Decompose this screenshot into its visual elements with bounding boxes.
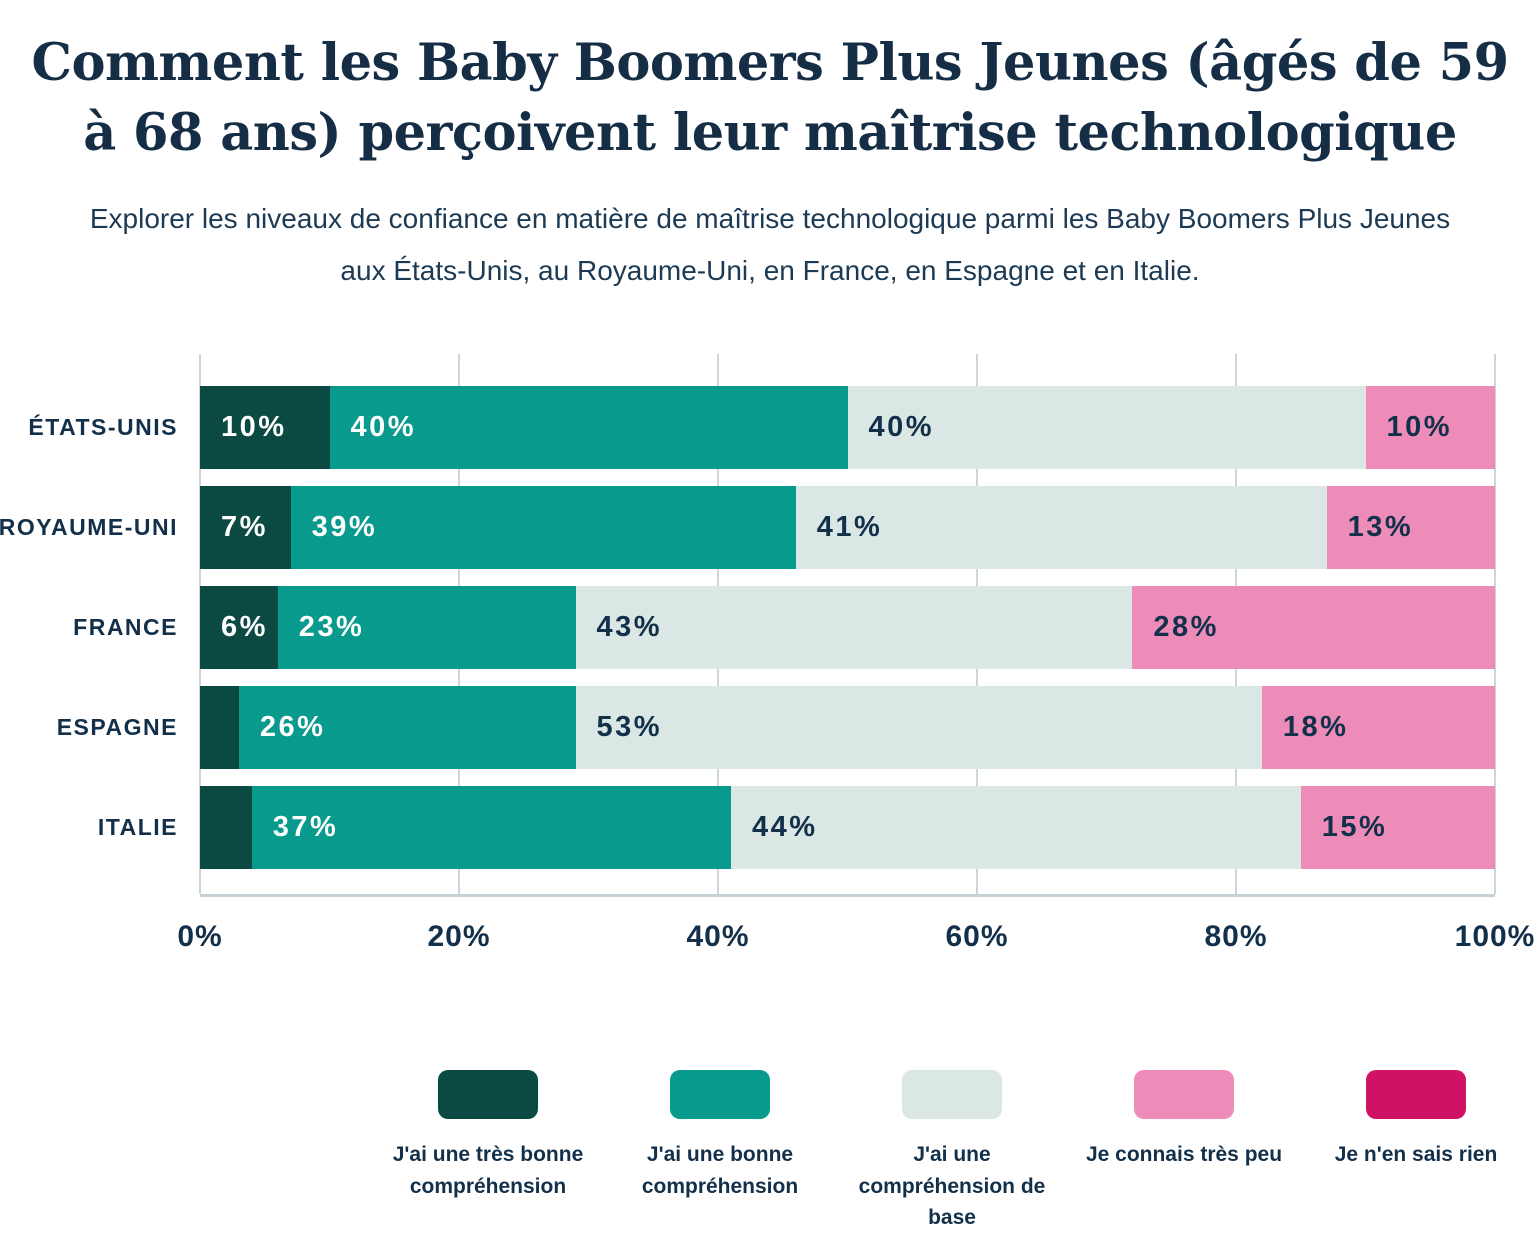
- bar-segment: 18%: [1261, 686, 1495, 770]
- bar-segment: 41%: [795, 486, 1327, 570]
- legend-label: J'ai une très bonne compréhension: [392, 1143, 584, 1198]
- bar-value-label: 10%: [221, 411, 287, 444]
- bar-segment: 7%: [200, 486, 291, 570]
- bar-row--tats-unis: ÉTATS-UNIS 10% 40% 40% 10%: [28, 386, 1495, 470]
- bar-value-label: 7%: [221, 511, 268, 544]
- bar-value-label: 44%: [751, 811, 818, 844]
- bar-value-label: 13%: [1347, 511, 1414, 544]
- category-label: FRANCE: [73, 614, 178, 641]
- bar-segment: 39%: [290, 486, 796, 570]
- bar-segment: 43%: [575, 586, 1133, 670]
- bar-segment: [200, 686, 239, 770]
- x-axis-tick: 80%: [1204, 920, 1268, 954]
- gridline: [1494, 354, 1496, 895]
- bar-segment: 6%: [200, 586, 278, 670]
- bar-segment: 15%: [1300, 786, 1495, 870]
- bar-value-label: 40%: [868, 411, 935, 444]
- bar-row-royaume-uni: ROYAUME-UNI 7% 39% 41% 13%: [0, 486, 1495, 570]
- bar-segment: 53%: [575, 686, 1262, 770]
- bar-value-label: 40%: [350, 411, 417, 444]
- bar-segment: 40%: [847, 386, 1366, 470]
- category-label: ITALIE: [97, 814, 178, 841]
- stacked-bar-chart: ÉTATS-UNIS 10% 40% 40% 10% ROYAUME-UNI 7% 39% 41…: [0, 354, 1534, 953]
- bar-segment: 13%: [1326, 486, 1495, 570]
- x-axis-tick: 20%: [427, 920, 491, 954]
- category-label: ÉTATS-UNIS: [28, 414, 178, 441]
- bar-segment: 26%: [238, 686, 576, 770]
- bar-value-label: 41%: [816, 511, 883, 544]
- legend-item: J'ai une bonne compréhension: [604, 1070, 836, 1234]
- category-label: ESPAGNE: [56, 714, 178, 741]
- bar-value-label: 18%: [1282, 711, 1349, 744]
- legend-item: J'ai une compréhension de base: [836, 1070, 1068, 1234]
- legend-swatch: [670, 1070, 770, 1119]
- bar-value-label: 23%: [298, 611, 365, 644]
- legend-item: J'ai une très bonne compréhension: [372, 1070, 604, 1234]
- bar-value-label: 39%: [311, 511, 378, 544]
- bar-value-label: 26%: [259, 711, 326, 744]
- legend-swatch: [902, 1070, 1002, 1119]
- bar-value-label: 6%: [221, 611, 268, 644]
- legend-label: Je n'en sais rien: [1334, 1143, 1498, 1166]
- bar-segment: 23%: [277, 586, 576, 670]
- x-axis-tick: 40%: [686, 920, 750, 954]
- bar-value-label: 53%: [596, 711, 663, 744]
- chart-legend: J'ai une très bonne compréhension J'ai un…: [372, 1070, 1532, 1234]
- legend-item: Je connais très peu: [1068, 1070, 1300, 1234]
- legend-label: J'ai une bonne compréhension: [641, 1143, 799, 1198]
- bar-segment: 10%: [200, 386, 330, 470]
- legend-label: J'ai une compréhension de base: [858, 1143, 1046, 1229]
- bar-row-france: FRANCE 6% 23% 43% 28%: [73, 586, 1495, 670]
- bar-value-label: 37%: [272, 811, 339, 844]
- bar-value-label: 28%: [1153, 611, 1219, 644]
- category-label: ROYAUME-UNI: [0, 514, 178, 541]
- legend-item: Je n'en sais rien: [1300, 1070, 1532, 1234]
- bar-segment: 44%: [730, 786, 1301, 870]
- bar-segment: 40%: [329, 386, 848, 470]
- bar-segment: 37%: [251, 786, 731, 870]
- legend-label: Je connais très peu: [1085, 1143, 1283, 1166]
- legend-swatch: [438, 1070, 538, 1119]
- bar-segment: [200, 786, 252, 870]
- x-axis-tick: 100%: [1454, 920, 1536, 954]
- bar-value-label: 15%: [1321, 811, 1388, 844]
- legend-swatch: [1134, 1070, 1234, 1119]
- x-axis-tick: 0%: [177, 920, 223, 954]
- bar-value-label: 10%: [1386, 411, 1453, 444]
- bar-row-espagne: ESPAGNE 26% 53% 18%: [57, 686, 1495, 770]
- bar-segment: 28%: [1132, 586, 1495, 670]
- chart-title: Comment les Baby Boomers Plus Jeunes (âg…: [31, 33, 1509, 164]
- chart-subtitle: Explorer les niveaux de confiance en mat…: [89, 202, 1451, 286]
- bar-value-label: 43%: [596, 611, 663, 644]
- bar-row-italie: ITALIE 37% 44% 15%: [98, 786, 1495, 870]
- bar-segment: 10%: [1365, 386, 1495, 470]
- x-axis-tick: 60%: [945, 920, 1009, 954]
- x-axis-tick-labels: 0% 20% 40% 60% 80% 100%: [177, 920, 1534, 960]
- legend-swatch: [1366, 1070, 1466, 1119]
- bar-rows: ÉTATS-UNIS 10% 40% 40% 10% ROYAUME-UNI 7% 39% 41…: [0, 386, 1495, 870]
